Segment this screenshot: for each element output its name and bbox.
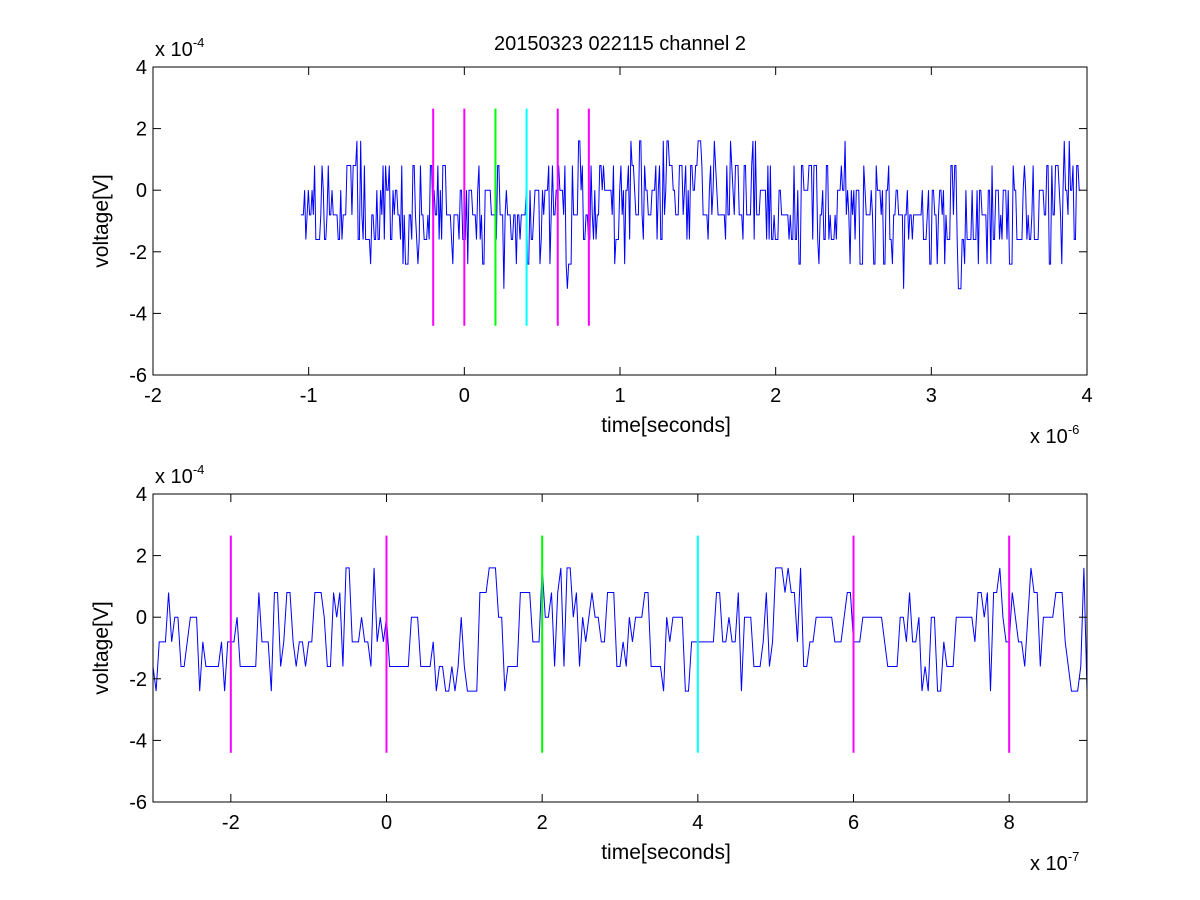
signal-series [152, 567, 1088, 692]
x-tick-label: 4 [1081, 385, 1092, 407]
x-tick-label: 0 [459, 385, 470, 407]
signal-series [300, 140, 1081, 290]
y-tick-label: 2 [136, 546, 147, 568]
y-multiplier-label: x 10-4 [155, 35, 204, 61]
axes-frame [152, 493, 1088, 803]
y-tick-label: -2 [129, 242, 147, 264]
x-multiplier-label: x 10-6 [1030, 422, 1079, 448]
x-tick-label: -1 [300, 385, 318, 407]
y-tick-label: -4 [129, 730, 147, 752]
y-multiplier-label: x 10-4 [155, 462, 204, 488]
y-tick-label: -4 [129, 303, 147, 325]
chart-title: 20150323 022115 channel 2 [494, 33, 746, 55]
y-axis-label: voltage[V] [90, 601, 113, 694]
x-multiplier-label: x 10-7 [1030, 849, 1079, 875]
x-tick-label: 3 [926, 385, 937, 407]
x-axis-label: time[seconds] [601, 414, 731, 437]
x-tick-label: -2 [222, 812, 240, 834]
x-tick-label: -2 [144, 385, 162, 407]
y-tick-label: 0 [136, 180, 147, 202]
y-tick-label: 4 [136, 484, 147, 506]
y-tick-label: -6 [129, 365, 147, 387]
y-tick-label: 0 [136, 607, 147, 629]
top-axes: -2 -1 0 1 2 3 4 -6 -4 -2 0 2 4 time[seconds] voltage[V… [90, 35, 1093, 448]
y-tick-label: 4 [136, 57, 147, 79]
x-axis-label: time[seconds] [601, 841, 731, 864]
y-tick-label: 2 [136, 119, 147, 141]
y-tick-label: -6 [129, 792, 147, 814]
bottom-axes: -2 0 2 4 6 8 -6 -4 -2 0 2 4 time[seconds] voltage[V] x… [90, 462, 1088, 875]
x-tick-label: 4 [692, 812, 703, 834]
x-tick-label: 2 [537, 812, 548, 834]
x-tick-label: 1 [614, 385, 625, 407]
x-tick-label: 0 [381, 812, 392, 834]
x-tick-label: 6 [848, 812, 859, 834]
x-tick-label: 2 [770, 385, 781, 407]
y-axis-label: voltage[V] [90, 174, 113, 267]
y-tick-label: -2 [129, 669, 147, 691]
x-tick-label: 8 [1004, 812, 1015, 834]
